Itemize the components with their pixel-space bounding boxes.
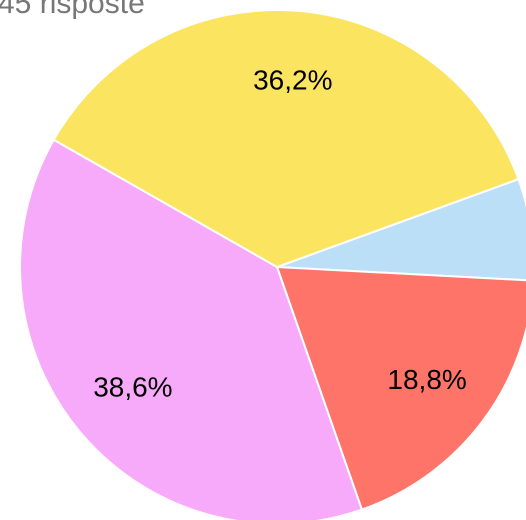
pie-slice-1 <box>275 265 526 511</box>
pie-labels: 18,8% 38,6% 36,2% <box>93 65 467 403</box>
pie-slice-label-1: 18,8% <box>387 364 466 395</box>
pie-slice-label-2: 38,6% <box>93 372 172 403</box>
pie-slices <box>19 9 526 520</box>
pie-slice-2 <box>19 138 364 520</box>
response-count: 45 risposte <box>0 0 145 20</box>
pie-slice-3 <box>52 9 520 269</box>
pie-slice-label-3: 36,2% <box>253 65 332 96</box>
